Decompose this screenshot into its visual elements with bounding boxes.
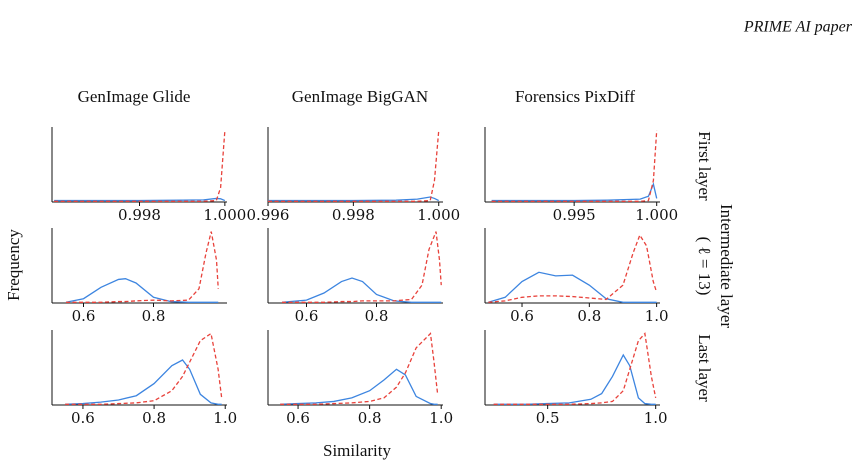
x-tick-label: 0.998 <box>332 206 375 224</box>
density-line <box>54 197 226 202</box>
density-line <box>282 231 442 303</box>
density-line <box>493 332 657 405</box>
density-line <box>491 130 658 202</box>
header: PRIME AI paper <box>743 19 853 36</box>
row-label: First layer <box>695 131 714 201</box>
density-line <box>54 130 226 202</box>
density-line <box>65 278 219 303</box>
row-label: Intermediate layer <box>717 204 736 328</box>
x-tick-label: 1.000 <box>635 206 678 224</box>
x-tick-label: 0.6 <box>295 307 319 325</box>
density-line <box>493 353 656 405</box>
density-line <box>65 332 223 405</box>
density-line <box>280 368 438 405</box>
x-tick-label: 0.8 <box>365 307 389 325</box>
x-tick-label: 0.8 <box>142 307 166 325</box>
density-line <box>488 271 657 303</box>
density-line <box>281 277 442 303</box>
x-tick-label: 1.0 <box>213 409 237 427</box>
column-title: GenImage Glide <box>78 87 191 106</box>
x-tick-label: 0.995 <box>553 206 596 224</box>
row-label: Last layer <box>695 334 714 402</box>
density-line <box>491 181 658 202</box>
x-tick-label: 0.5 <box>536 409 560 427</box>
density-line <box>488 233 658 303</box>
x-tick-label: 1.0 <box>644 409 668 427</box>
x-tick-label: 0.6 <box>72 307 96 325</box>
y-axis-label: Frequency <box>4 229 23 301</box>
x-tick-label: 0.6 <box>71 409 95 427</box>
x-tick-label: 1.0 <box>645 307 669 325</box>
x-tick-label: 0.8 <box>577 307 601 325</box>
density-line <box>268 130 440 202</box>
row-label: ( ℓ = 13) <box>695 237 714 296</box>
x-axis-label: Similarity <box>323 441 392 460</box>
x-tick-label: 0.998 <box>118 206 161 224</box>
x-tick-label: 0.996 <box>247 206 290 224</box>
x-tick-label: 1.0 <box>429 409 453 427</box>
x-tick-label: 0.6 <box>510 307 534 325</box>
x-tick-label: 1.000 <box>203 206 246 224</box>
density-line <box>268 196 440 202</box>
x-tick-label: 0.6 <box>286 409 310 427</box>
density-line <box>65 359 222 405</box>
x-tick-label: 1.000 <box>417 206 460 224</box>
density-line <box>280 332 439 405</box>
x-tick-label: 0.8 <box>358 409 382 427</box>
column-title: GenImage BigGAN <box>292 87 428 106</box>
x-tick-label: 0.8 <box>142 409 166 427</box>
column-title: Forensics PixDiff <box>515 87 635 106</box>
density-line <box>66 231 219 303</box>
